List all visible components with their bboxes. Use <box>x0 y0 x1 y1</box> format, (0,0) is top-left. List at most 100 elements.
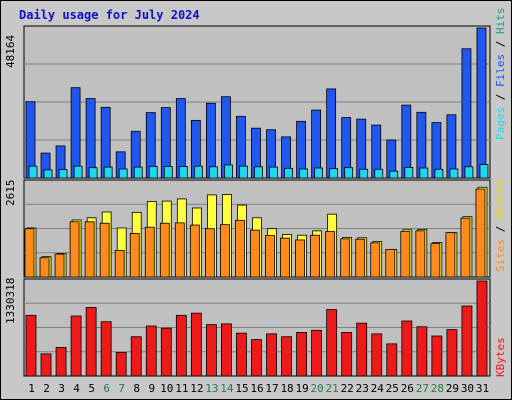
day-label-7: 7 <box>118 382 125 395</box>
ymax-hits-panel: 48164 <box>4 34 17 68</box>
sites-bar <box>295 239 305 278</box>
sites-bar <box>325 231 336 278</box>
kbytes-bar <box>251 339 262 377</box>
files-bar <box>254 166 263 179</box>
sites-bar <box>475 188 486 278</box>
hits-bar <box>326 88 337 179</box>
day-label-31: 31 <box>476 382 489 395</box>
files-bar <box>88 167 98 179</box>
legend-sites: Sites <box>494 238 507 272</box>
day-label-23: 23 <box>356 382 369 395</box>
day-label-22: 22 <box>341 382 354 395</box>
day-label-21: 21 <box>326 382 339 395</box>
sites-bar <box>340 238 351 278</box>
day-label-18: 18 <box>280 382 293 395</box>
sites-bar <box>204 228 215 278</box>
kbytes-bar <box>446 329 458 377</box>
sites-bar <box>265 235 275 278</box>
files-bar <box>329 168 339 179</box>
right-legend-bottom: KBytes <box>494 337 507 377</box>
kbytes-bar <box>416 326 428 377</box>
day-label-29: 29 <box>446 382 459 395</box>
kbytes-bar <box>326 309 338 377</box>
hits-bar <box>461 48 472 179</box>
ymax-kbytes-panel: 1330318 <box>4 277 17 324</box>
legend-hits: Hits <box>494 7 507 35</box>
files-bar <box>284 167 293 179</box>
files-bar <box>404 167 414 179</box>
day-label-4: 4 <box>73 382 80 395</box>
day-label-8: 8 <box>133 382 140 395</box>
kbytes-bar <box>160 327 172 377</box>
day-label-2: 2 <box>43 382 50 395</box>
day-label-17: 17 <box>265 382 278 395</box>
day-label-6: 6 <box>103 382 110 395</box>
day-label-19: 19 <box>295 382 308 395</box>
day-label-9: 9 <box>148 382 155 395</box>
kbytes-bar <box>55 347 67 377</box>
sites-bar <box>69 221 80 278</box>
sites-bar <box>310 234 321 278</box>
sites-bar <box>445 232 456 278</box>
hits-bar <box>85 98 96 179</box>
kbytes-bar <box>205 324 217 377</box>
right-legend-middle: Sites / Visits <box>494 179 507 272</box>
files-bar <box>269 166 278 179</box>
day-label-11: 11 <box>175 382 188 395</box>
kbytes-bar <box>70 315 82 377</box>
files-bar <box>344 167 354 179</box>
files-bar <box>58 169 68 179</box>
day-label-10: 10 <box>160 382 173 395</box>
kbytes-bar <box>100 321 112 377</box>
files-bar <box>464 166 474 179</box>
kbytes-bar <box>145 325 157 377</box>
kbytes-bar <box>356 322 368 377</box>
files-bar <box>239 165 248 179</box>
kbytes-bar <box>476 280 488 377</box>
sites-bar <box>400 231 411 278</box>
files-bar <box>163 166 173 179</box>
sites-bar <box>280 237 290 278</box>
files-bar <box>133 166 143 179</box>
files-bar <box>419 167 429 179</box>
sites-bar <box>39 257 50 278</box>
kbytes-bar <box>296 332 307 377</box>
day-label-16: 16 <box>250 382 263 395</box>
sites-bar <box>144 226 155 278</box>
kbytes-bar <box>461 305 473 377</box>
sites-bar <box>114 250 125 278</box>
day-label-24: 24 <box>371 382 385 395</box>
day-label-20: 20 <box>311 382 324 395</box>
files-bar <box>479 164 489 179</box>
files-bar <box>73 165 83 179</box>
files-bar <box>359 168 369 179</box>
sites-bar <box>370 242 381 278</box>
day-label-14: 14 <box>220 382 234 395</box>
hits-bar <box>446 114 457 179</box>
files-bar <box>28 165 38 179</box>
files-bar <box>118 168 128 179</box>
kbytes-bar <box>40 353 52 377</box>
files-bar <box>43 169 53 179</box>
sites-bar <box>99 222 110 278</box>
hits-bar <box>70 87 81 179</box>
chart-title: Daily usage for July 2024 <box>19 8 200 22</box>
kbytes-bar <box>190 312 202 377</box>
right-legend-top: Pages / Files / Hits <box>494 7 507 141</box>
kbytes-bar <box>311 329 323 377</box>
files-bar <box>389 170 399 179</box>
day-label-28: 28 <box>431 382 444 395</box>
kbytes-bar <box>401 320 413 377</box>
day-label-13: 13 <box>205 382 218 395</box>
sites-bar <box>430 243 441 278</box>
files-bar <box>434 168 444 179</box>
sites-bar <box>189 224 200 278</box>
kbytes-bar <box>386 343 398 377</box>
day-label-30: 30 <box>461 382 474 395</box>
sites-bar <box>235 219 245 278</box>
kbytes-bar <box>371 333 383 377</box>
day-label-1: 1 <box>28 382 35 395</box>
kbytes-bar <box>115 352 127 377</box>
kbytes-bar <box>85 307 97 377</box>
